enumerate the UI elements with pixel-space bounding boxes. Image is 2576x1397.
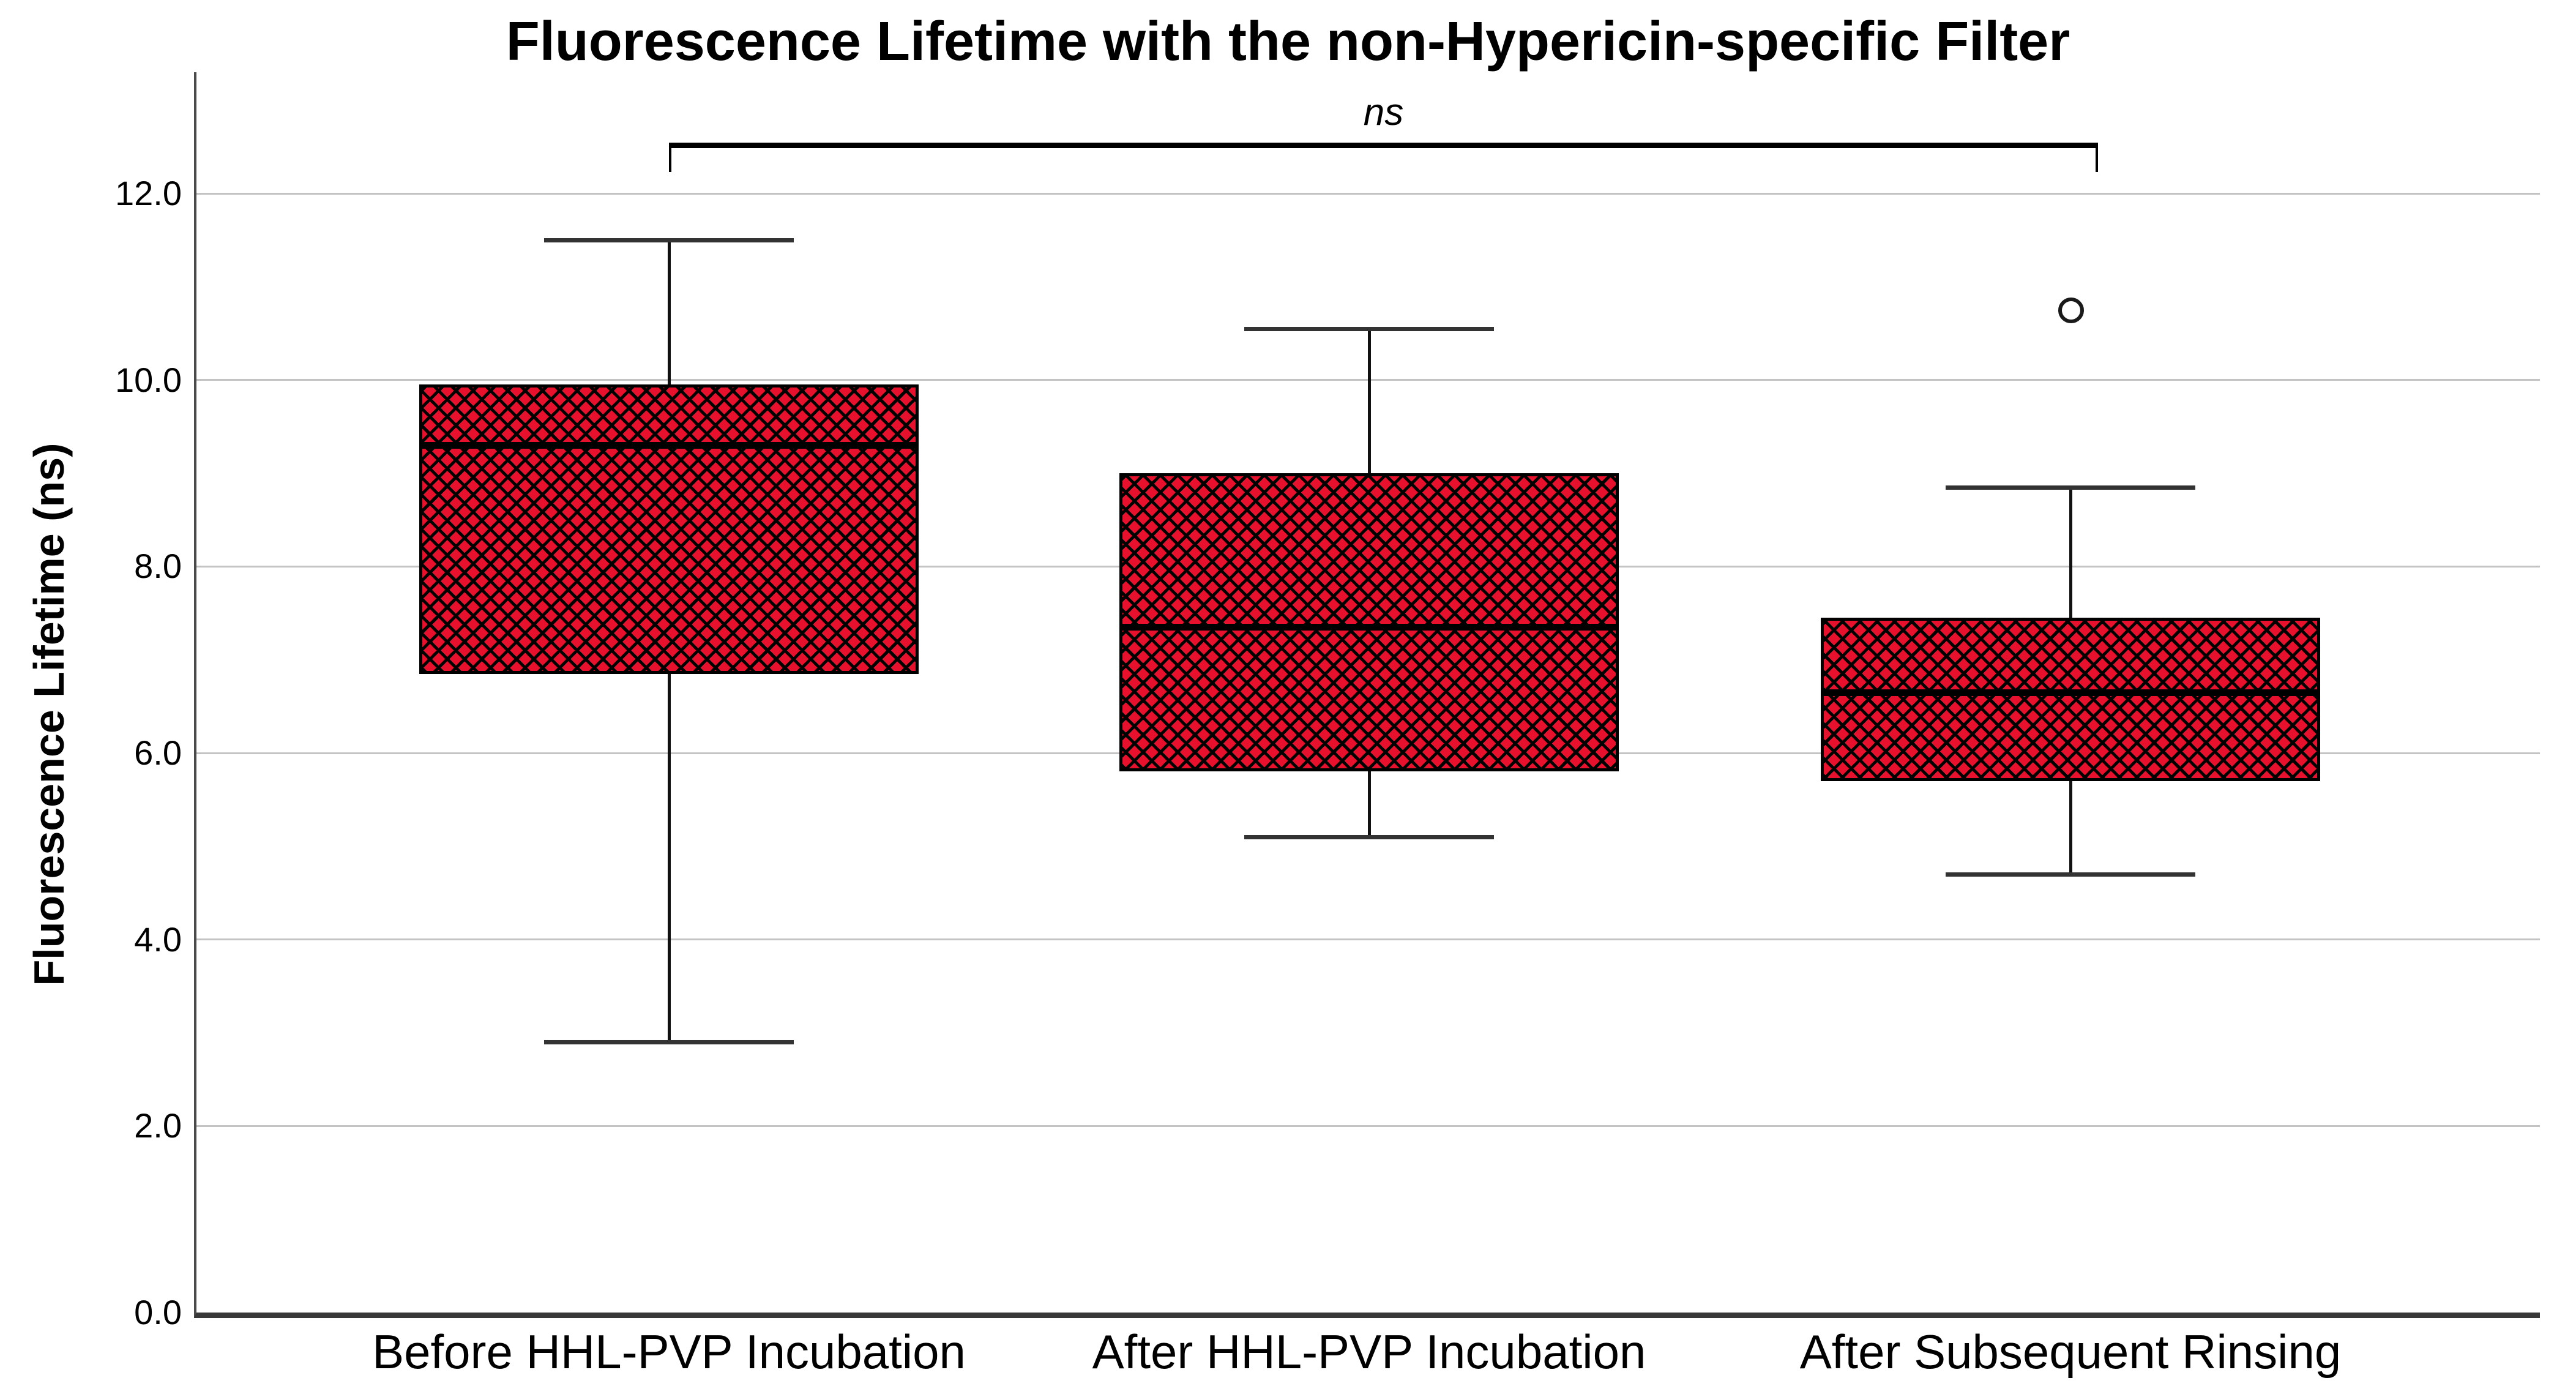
lower-whisker-line: [667, 673, 671, 1043]
upper-whisker-cap: [1244, 326, 1494, 331]
iqr-box: [419, 384, 919, 674]
y-tick-label-4.0: 4.0: [134, 919, 182, 959]
lower-whisker-cap: [1946, 872, 2195, 877]
iqr-box: [1119, 473, 1619, 772]
y-tick-label-0.0: 0.0: [134, 1293, 182, 1331]
y-tick-label-2.0: 2.0: [134, 1106, 182, 1145]
plot-area: [194, 72, 2540, 1318]
median-line: [1119, 623, 1619, 631]
upper-whisker-cap: [544, 238, 794, 243]
upper-whisker-line: [2069, 487, 2072, 618]
median-line: [419, 441, 919, 449]
gridline-y-2: [196, 1125, 2540, 1127]
iqr-box: [1821, 618, 2320, 781]
lower-whisker-line: [1367, 771, 1371, 837]
x-tick-label-2: After HHL-PVP Incubation: [1092, 1325, 1646, 1379]
y-tick-label-12.0: 12.0: [115, 174, 182, 213]
outlier-point: [2058, 298, 2084, 324]
upper-whisker-line: [667, 240, 671, 385]
y-tick-label-10.0: 10.0: [115, 360, 182, 399]
lower-whisker-cap: [544, 1040, 794, 1045]
upper-whisker-line: [1367, 328, 1371, 474]
median-line: [1821, 689, 2320, 696]
x-tick-label-1: Before HHL-PVP Incubation: [372, 1325, 966, 1379]
y-tick-label-6.0: 6.0: [134, 733, 182, 772]
gridline-y-4: [196, 938, 2540, 941]
gridline-y-12: [196, 192, 2540, 195]
chart-title: Fluorescence Lifetime with the non-Hyper…: [506, 11, 2070, 72]
lower-whisker-line: [2069, 781, 2072, 875]
upper-whisker-cap: [1946, 485, 2195, 490]
y-tick-label-8.0: 8.0: [134, 547, 182, 586]
y-axis-title: Fluorescence Lifetime (ns): [25, 443, 73, 986]
lower-whisker-cap: [1244, 835, 1494, 840]
x-tick-label-3: After Subsequent Rinsing: [1799, 1325, 2342, 1379]
